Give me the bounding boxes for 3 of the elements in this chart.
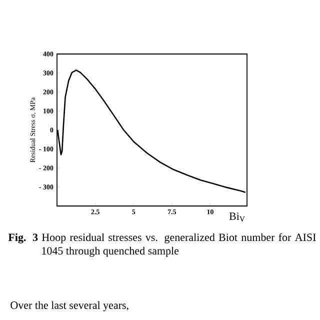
text: Fig. 3 Hoop residual stresses vs. generalized Biot number for AISI 1045 through quenched sample <box>8 233 316 257</box>
text: Over the last several years, <box>10 301 128 312</box>
x-axis-title: Bi$_{V}$ <box>229 212 245 222</box>
